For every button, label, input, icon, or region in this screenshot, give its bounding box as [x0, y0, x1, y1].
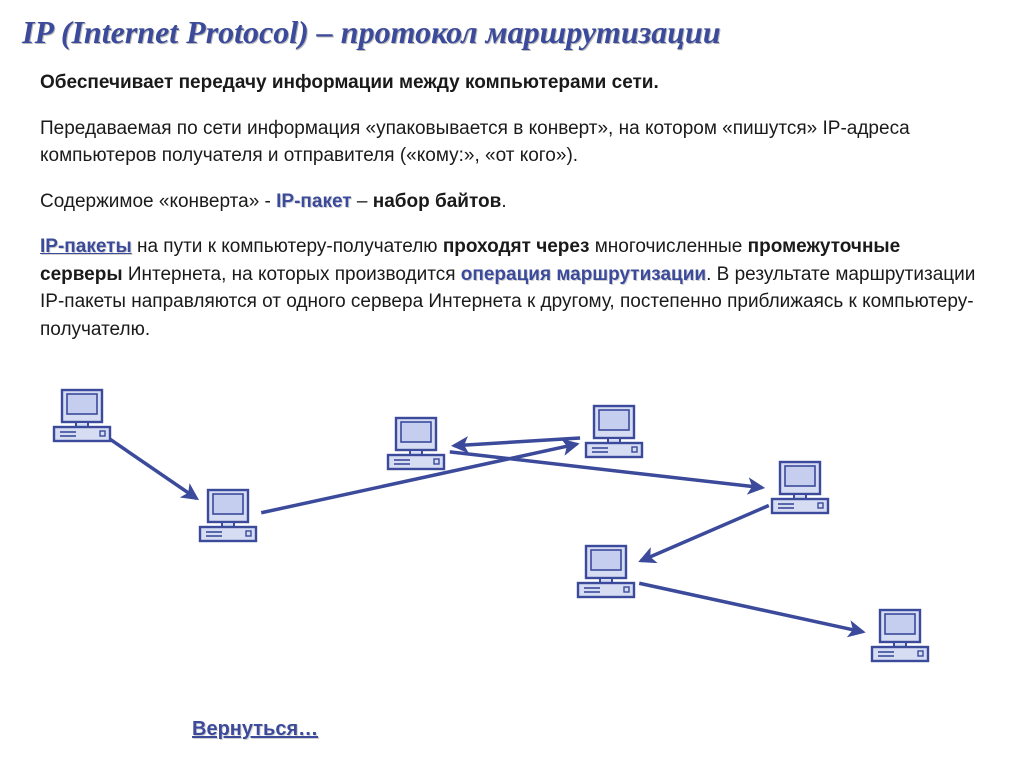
network-edge — [110, 439, 197, 498]
text: на пути к компьютеру-получателю — [132, 236, 443, 257]
network-edge — [454, 438, 580, 446]
term-routing: операция маршрутизации — [461, 264, 706, 285]
computer-icon — [54, 390, 110, 441]
text: проходят через — [443, 236, 590, 257]
para-2: Передаваемая по сети информация «упаковы… — [40, 115, 984, 170]
para-1: Обеспечивает передачу информации между к… — [40, 69, 984, 97]
text: Содержимое «конверта» - — [40, 191, 276, 212]
network-diagram — [0, 370, 1024, 710]
text: многочисленные — [589, 236, 747, 257]
term-ip-packet: IP-пакет — [276, 191, 351, 212]
computer-icon — [388, 418, 444, 469]
term-ip-packets: IP-пакеты — [40, 236, 132, 257]
network-edge — [639, 583, 863, 632]
para-4: IP-пакеты на пути к компьютеру-получател… — [40, 233, 984, 343]
text: . — [501, 191, 506, 212]
back-link[interactable]: Вернуться… — [192, 718, 318, 741]
para-3: Содержимое «конверта» - IP-пакет – набор… — [40, 188, 984, 216]
computer-icon — [772, 462, 828, 513]
page-title: IP (Internet Protocol) – протокол маршру… — [0, 0, 1024, 57]
content-block: Обеспечивает передачу информации между к… — [0, 57, 1024, 343]
term-bytes: набор байтов — [373, 191, 502, 212]
computer-icon — [872, 610, 928, 661]
text: Интернета, на которых производится — [123, 264, 461, 285]
computer-icon — [200, 490, 256, 541]
computer-icon — [586, 406, 642, 457]
computer-icon — [578, 546, 634, 597]
text: – — [352, 191, 373, 212]
network-edge — [641, 506, 769, 561]
